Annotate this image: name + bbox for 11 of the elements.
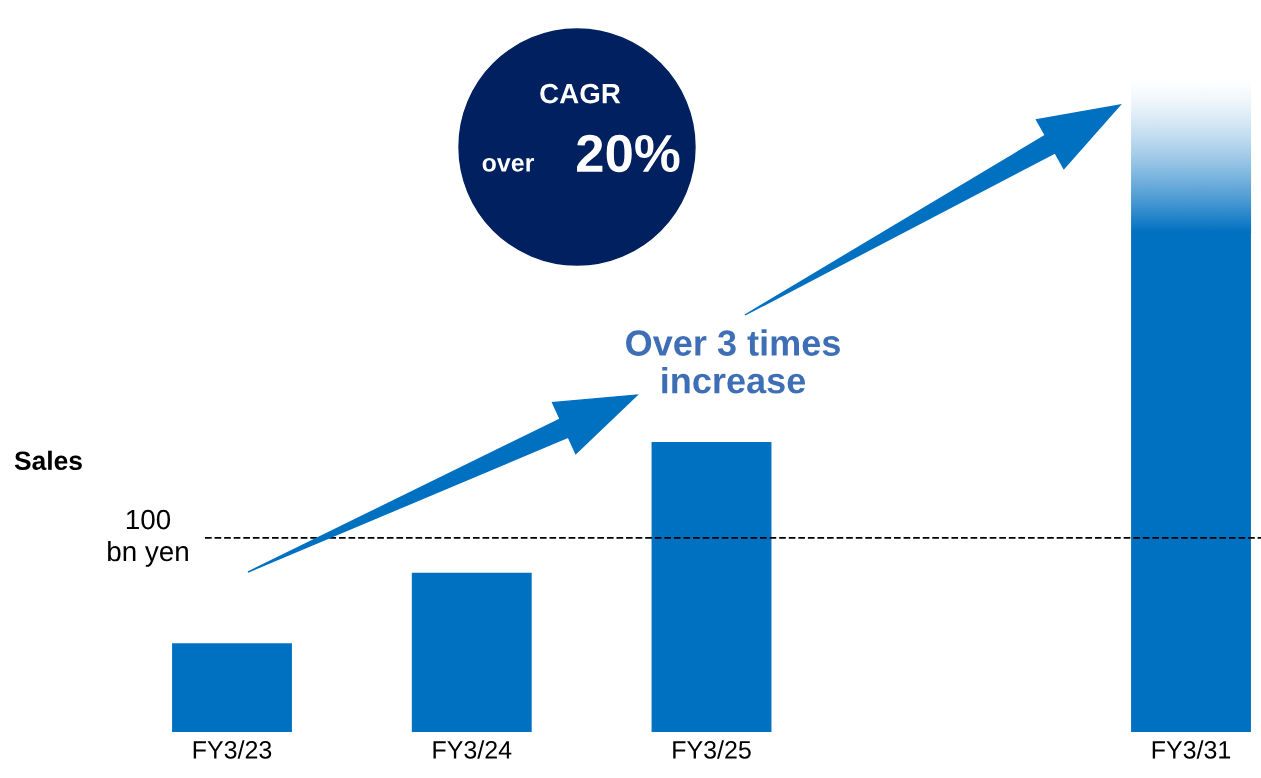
x-tick-label: FY3/31 (1152, 740, 1231, 759)
bar (411, 572, 532, 732)
bar (651, 442, 772, 732)
text: Sales (14, 450, 82, 471)
x-tick-label: FY3/24 (433, 740, 512, 759)
annotation: Over 3 times increase (626, 329, 840, 394)
x-tick-label: FY3/23 (193, 740, 272, 759)
x-tick-label: FY3/25 (673, 740, 751, 759)
ref-line-label: 100 bn yen (108, 509, 188, 567)
text: CAGR over 20% (482, 83, 680, 173)
bar (172, 643, 292, 732)
